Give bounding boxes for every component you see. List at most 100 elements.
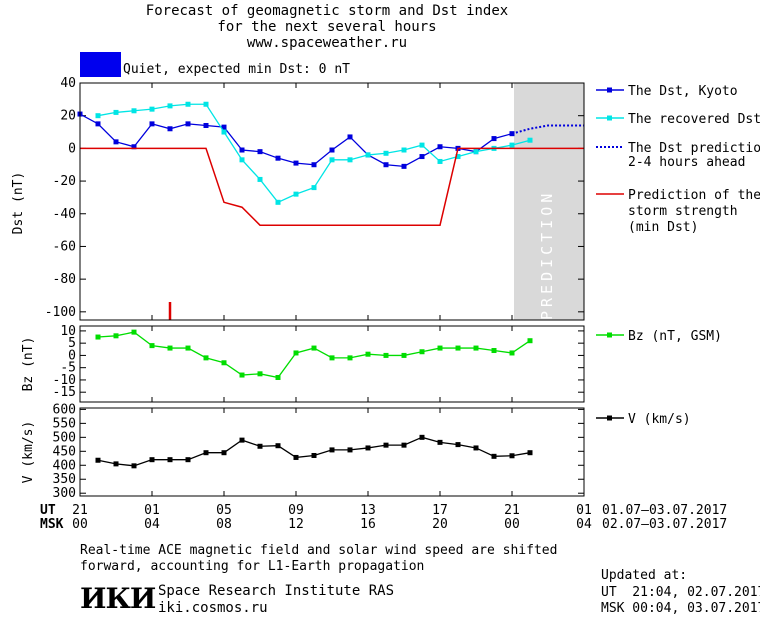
- legend-dst-recovered-marker: [607, 115, 612, 121]
- bz-data-point: [491, 348, 497, 354]
- dst-data-point: [509, 142, 515, 148]
- y-tick-label: 500: [53, 430, 76, 445]
- v-series-line-0: [97, 436, 531, 467]
- ut-tick-label: 17: [432, 503, 448, 518]
- bz-data-point: [95, 334, 101, 340]
- dst-data-point: [419, 154, 425, 160]
- dst-data-point: [113, 139, 119, 145]
- dst-data-point: [329, 147, 335, 153]
- v-data-point: [473, 445, 479, 451]
- v-data-point: [365, 445, 371, 451]
- bz-data-point: [473, 345, 479, 351]
- dst-data-point: [203, 101, 209, 107]
- v-axis-label: V (km/s): [21, 421, 36, 484]
- legend-dst-prediction-label-2: 2-4 hours ahead: [628, 155, 745, 170]
- dst-data-point: [95, 113, 101, 119]
- msk-date-range: 02.07–03.07.2017: [602, 517, 727, 532]
- dst-data-point: [473, 149, 479, 155]
- dst-data-point: [347, 157, 353, 163]
- institute-name: Space Research Institute RAS: [158, 583, 395, 599]
- dst-series-line-3: [80, 147, 584, 226]
- footnote-line-2: forward, accounting for L1-Earth propaga…: [80, 559, 425, 574]
- dst-data-point: [293, 191, 299, 197]
- legend-storm-label-2: storm strength: [628, 204, 738, 219]
- y-tick-label: 5: [68, 336, 76, 351]
- y-tick-label: -10: [53, 373, 76, 388]
- status-text: Quiet, expected min Dst: 0 nT: [123, 62, 350, 77]
- bz-data-point: [347, 355, 353, 361]
- y-tick-label: 350: [53, 472, 76, 487]
- bz-data-point: [437, 345, 443, 351]
- v-data-point: [293, 454, 299, 460]
- dst-data-point: [275, 155, 281, 161]
- bz-data-point: [509, 350, 515, 356]
- institute-url[interactable]: iki.cosmos.ru: [158, 600, 268, 616]
- dst-axis-label: Dst (nT): [11, 172, 26, 235]
- dst-data-point: [401, 147, 407, 153]
- y-tick-label: 300: [53, 486, 76, 501]
- v-data-point: [455, 442, 461, 448]
- v-data-point: [491, 453, 497, 459]
- bz-data-point: [527, 338, 533, 344]
- ut-date-range: 01.07–03.07.2017: [602, 503, 727, 518]
- ut-tick-label: 21: [504, 503, 520, 518]
- v-data-point: [203, 450, 209, 456]
- legend-storm-label: Prediction of the: [628, 188, 760, 203]
- dst-data-point: [455, 154, 461, 160]
- bz-data-point: [401, 352, 407, 358]
- bz-data-point: [257, 371, 263, 377]
- prediction-region: [514, 83, 584, 320]
- msk-tick-label: 04: [144, 517, 160, 532]
- ut-axis-label: UT: [40, 503, 56, 518]
- ut-tick-label: 01: [576, 503, 592, 518]
- y-tick-label: -15: [53, 385, 76, 400]
- y-tick-label: 0: [68, 141, 76, 156]
- status-indicator-box: [80, 52, 121, 77]
- bz-data-point: [311, 345, 317, 351]
- legend-bz-label: Bz (nT, GSM): [628, 329, 722, 344]
- legend-bz-marker: [607, 332, 612, 338]
- y-tick-label: 400: [53, 458, 76, 473]
- bz-data-point: [221, 360, 227, 366]
- dst-data-point: [275, 199, 281, 205]
- footnote-line-1: Real-time ACE magnetic field and solar w…: [80, 543, 558, 558]
- y-tick-label: 0: [68, 348, 76, 363]
- dst-data-point: [131, 108, 137, 114]
- bz-data-point: [293, 350, 299, 356]
- msk-tick-label: 08: [216, 517, 232, 532]
- v-data-point: [383, 442, 389, 448]
- dst-data-point: [311, 185, 317, 191]
- website-url[interactable]: www.spaceweather.ru: [246, 35, 408, 51]
- dst-data-point: [491, 136, 497, 142]
- dst-data-point: [527, 137, 533, 143]
- dst-data-point: [257, 176, 263, 182]
- dst-data-point: [293, 160, 299, 166]
- bz-data-point: [455, 345, 461, 351]
- dst-data-point: [221, 124, 227, 130]
- v-data-point: [95, 457, 101, 463]
- v-panel-frame: [79, 407, 585, 497]
- bz-data-point: [419, 349, 425, 355]
- ut-tick-label: 21: [72, 503, 88, 518]
- dst-panel: 40 20 0 -20 -40 -60 -80 -100: [45, 76, 585, 320]
- y-tick-label: 600: [53, 402, 76, 417]
- v-data-point: [329, 447, 335, 453]
- prediction-label: PREDICTION: [538, 190, 556, 320]
- v-data-point: [509, 453, 515, 459]
- bz-panel-frame: [79, 325, 585, 403]
- dst-series-line-0: [79, 113, 513, 168]
- bz-series-line-0: [97, 331, 531, 379]
- v-data-point: [419, 434, 425, 440]
- bz-data-point: [185, 345, 191, 351]
- y-tick-label: -100: [45, 305, 76, 320]
- dst-data-point: [239, 147, 245, 153]
- msk-tick-label: 00: [504, 517, 520, 532]
- bz-data-point: [149, 343, 155, 349]
- title-line-2: for the next several hours: [217, 19, 437, 35]
- v-data-point: [527, 450, 533, 456]
- msk-tick-label: 20: [432, 517, 448, 532]
